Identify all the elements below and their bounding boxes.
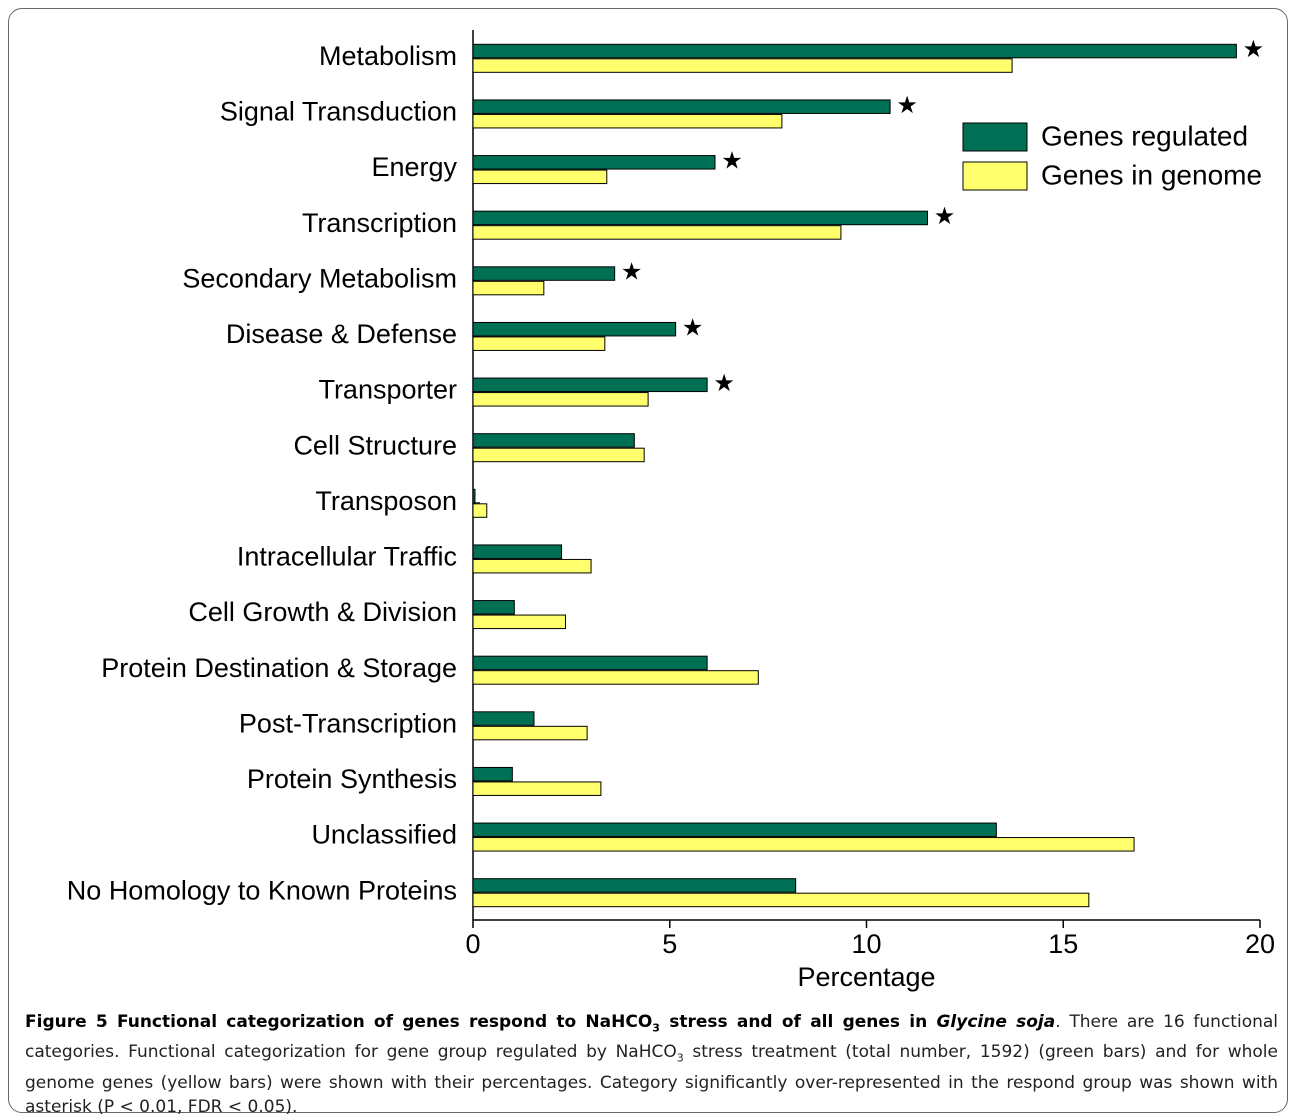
bar	[472, 58, 1013, 73]
bar	[472, 822, 997, 838]
significance-marker: ★	[713, 370, 735, 397]
legend-label: Genes regulated	[1041, 120, 1248, 151]
x-tick-label: 0	[465, 929, 480, 959]
bar	[472, 781, 602, 796]
bar	[472, 99, 891, 114]
bar	[472, 321, 677, 337]
y-tick-label: Protein Destination & Storage	[101, 653, 457, 683]
y-tick-label: Post-Transcription	[239, 708, 457, 738]
legend-swatch	[962, 122, 1028, 152]
caption-title: stress and of all genes in	[659, 1012, 937, 1032]
x-tick-label: 20	[1245, 929, 1275, 959]
bar	[472, 155, 716, 170]
x-axis-label: Percentage	[797, 962, 935, 992]
bar	[472, 392, 649, 407]
y-tick-label: Intracellular Traffic	[237, 542, 457, 572]
bar	[472, 280, 545, 296]
caption-subscript: 3	[652, 1021, 660, 1035]
bar	[472, 670, 759, 685]
bar	[472, 377, 708, 393]
bar	[472, 43, 1237, 59]
bar	[472, 878, 797, 893]
caption: Figure 5 Functional categorization of ge…	[25, 1010, 1278, 1119]
y-tick-label: Transporter	[318, 375, 457, 405]
legend-swatch	[962, 161, 1028, 191]
bar	[472, 711, 535, 726]
y-tick-label: Unclassified	[311, 820, 457, 850]
bar	[472, 600, 515, 615]
y-tick-label: Transcription	[302, 208, 457, 238]
figure-frame	[8, 8, 1288, 1113]
y-tick-label: Disease & Defense	[226, 319, 457, 349]
significance-marker: ★	[1243, 36, 1265, 63]
bar	[472, 558, 592, 574]
x-tick-label: 15	[1048, 929, 1078, 959]
significance-marker: ★	[934, 203, 956, 230]
y-tick-label: Cell Structure	[293, 430, 457, 460]
y-tick-label: Secondary Metabolism	[182, 263, 457, 293]
y-tick-label: Signal Transduction	[220, 97, 457, 127]
significance-marker: ★	[621, 259, 643, 286]
bar	[472, 336, 606, 351]
y-tick-label: No Homology to Known Proteins	[67, 875, 457, 905]
bar	[472, 210, 928, 226]
x-tick-label: 10	[851, 929, 881, 959]
bar	[472, 544, 563, 559]
bar	[472, 433, 635, 448]
bar	[472, 837, 1135, 852]
significance-marker: ★	[682, 314, 704, 341]
y-tick-label: Protein Synthesis	[247, 764, 457, 794]
bar	[472, 169, 608, 185]
caption-species: Glycine soja	[936, 1012, 1056, 1032]
y-tick-label: Energy	[371, 152, 457, 182]
caption-text: stress treatment (total number, 1592) (g…	[25, 1042, 1278, 1117]
bar	[472, 266, 616, 281]
bar	[472, 488, 476, 504]
y-tick-label: Metabolism	[319, 41, 457, 71]
bar	[472, 614, 566, 630]
bar	[472, 725, 588, 741]
significance-marker: ★	[721, 147, 743, 174]
caption-text: . There are 16 functional categories. Fu…	[25, 1012, 1279, 1063]
x-tick-label: 5	[662, 929, 677, 959]
caption-subscript: 3	[676, 1051, 684, 1065]
chart: 0 5 10 15 20 Percentage Metabolism ★ Signal Tran…	[67, 30, 1275, 992]
bar	[472, 113, 783, 129]
bar	[472, 892, 1090, 908]
bar	[472, 655, 708, 671]
bar	[472, 447, 645, 463]
bar	[472, 766, 513, 782]
significance-marker: ★	[896, 92, 918, 119]
bar	[472, 225, 842, 240]
legend-label: Genes in genome	[1041, 159, 1262, 190]
caption-title: Figure 5 Functional categorization of ge…	[25, 1012, 653, 1032]
y-tick-label: Cell Growth & Division	[188, 597, 457, 627]
bar	[472, 503, 488, 518]
y-tick-label: Transposon	[315, 486, 457, 516]
